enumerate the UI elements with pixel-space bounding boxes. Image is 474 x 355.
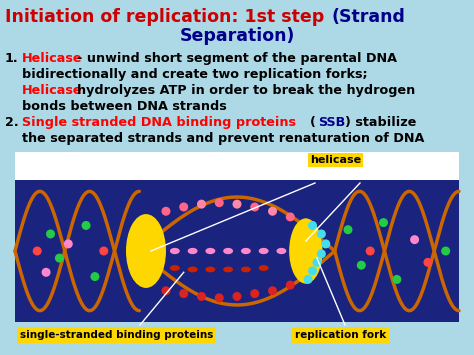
Circle shape	[162, 207, 171, 216]
Ellipse shape	[170, 265, 180, 271]
Ellipse shape	[188, 267, 198, 272]
Ellipse shape	[259, 248, 269, 254]
Text: Single stranded DNA binding proteins: Single stranded DNA binding proteins	[22, 116, 296, 129]
Circle shape	[317, 249, 326, 258]
Circle shape	[215, 198, 224, 207]
Text: 1.: 1.	[5, 52, 18, 65]
Circle shape	[357, 261, 366, 270]
Ellipse shape	[170, 248, 180, 254]
Ellipse shape	[289, 218, 322, 284]
Text: hydrolyzes ATP in order to break the hydrogen: hydrolyzes ATP in order to break the hyd…	[77, 84, 415, 97]
Ellipse shape	[223, 248, 233, 254]
Text: - unwind short segment of the parental DNA: - unwind short segment of the parental D…	[77, 52, 397, 65]
Circle shape	[250, 289, 259, 298]
Text: Helicase: Helicase	[22, 84, 82, 97]
Text: Initiation of replication: 1st step: Initiation of replication: 1st step	[5, 8, 330, 26]
Circle shape	[344, 225, 353, 234]
Circle shape	[33, 246, 42, 256]
Circle shape	[321, 239, 330, 248]
Circle shape	[46, 229, 55, 239]
Circle shape	[55, 253, 64, 263]
Circle shape	[286, 212, 295, 222]
Bar	[15, 180, 459, 322]
Ellipse shape	[241, 248, 251, 254]
Circle shape	[312, 258, 321, 267]
Ellipse shape	[259, 265, 269, 271]
Text: helicase: helicase	[310, 155, 361, 165]
Circle shape	[308, 221, 317, 230]
Circle shape	[179, 289, 188, 298]
Circle shape	[197, 292, 206, 301]
Text: the separated strands and prevent renaturation of DNA: the separated strands and prevent renatu…	[22, 132, 424, 145]
Text: 2.: 2.	[5, 116, 18, 129]
Circle shape	[179, 202, 188, 212]
Circle shape	[410, 235, 419, 244]
Circle shape	[286, 280, 295, 290]
Circle shape	[303, 275, 312, 284]
Circle shape	[392, 275, 401, 284]
Text: (: (	[310, 116, 316, 129]
Text: (Strand: (Strand	[332, 8, 406, 26]
Text: replication fork: replication fork	[295, 330, 386, 340]
Ellipse shape	[276, 248, 286, 254]
Circle shape	[233, 292, 241, 301]
Ellipse shape	[126, 214, 166, 288]
Circle shape	[379, 218, 388, 227]
Circle shape	[99, 246, 108, 256]
Ellipse shape	[205, 248, 215, 254]
Circle shape	[215, 293, 224, 302]
Circle shape	[64, 239, 73, 248]
Circle shape	[366, 246, 375, 256]
Ellipse shape	[205, 267, 215, 272]
Circle shape	[423, 258, 432, 267]
Text: bidirectionally and create two replication forks;: bidirectionally and create two replicati…	[22, 68, 368, 81]
Circle shape	[441, 246, 450, 256]
Circle shape	[268, 207, 277, 216]
Bar	[15, 152, 459, 180]
Ellipse shape	[241, 267, 251, 272]
Circle shape	[233, 200, 241, 209]
Text: Helicase: Helicase	[22, 52, 82, 65]
Text: SSB: SSB	[318, 116, 345, 129]
Circle shape	[162, 286, 171, 295]
Circle shape	[91, 272, 100, 281]
Circle shape	[317, 229, 326, 239]
Circle shape	[250, 202, 259, 212]
Circle shape	[268, 286, 277, 295]
Text: single-stranded binding proteins: single-stranded binding proteins	[20, 330, 213, 340]
Circle shape	[308, 266, 317, 275]
Ellipse shape	[223, 267, 233, 272]
Circle shape	[197, 200, 206, 209]
Text: bonds between DNA strands: bonds between DNA strands	[22, 100, 227, 113]
Circle shape	[42, 268, 51, 277]
Ellipse shape	[188, 248, 198, 254]
Text: ) stabilize: ) stabilize	[345, 116, 416, 129]
Circle shape	[82, 221, 91, 230]
Text: Separation): Separation)	[179, 27, 295, 45]
